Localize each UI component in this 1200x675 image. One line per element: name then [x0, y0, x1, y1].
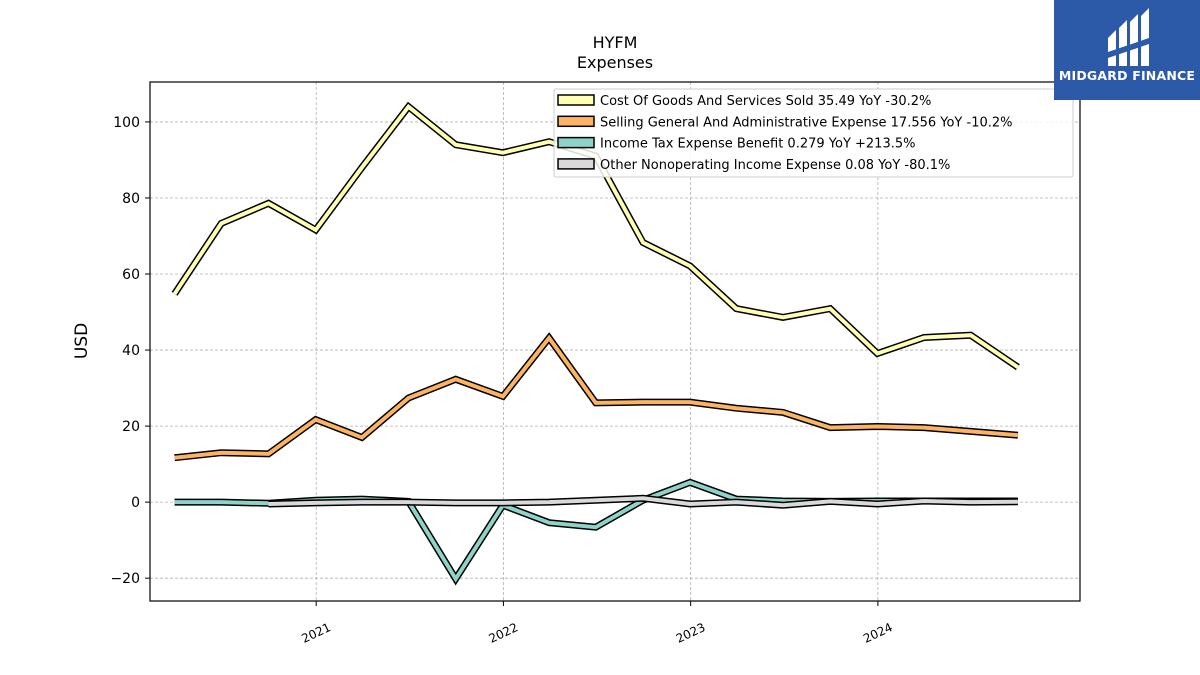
x-tick-label: 2021 — [299, 620, 333, 646]
plot-frame — [149, 81, 1081, 602]
y-tick-label: 0 — [131, 495, 140, 511]
x-tick-label: 2022 — [487, 620, 521, 646]
chart-subtitle: Expenses — [577, 53, 653, 72]
x-tick-label: 2024 — [861, 620, 895, 646]
legend-entry: Selling General And Administrative Expen… — [600, 115, 1013, 130]
y-tick-label: 40 — [122, 343, 140, 359]
legend-swatch — [557, 158, 595, 170]
brand-name: MIDGARD FINANCE — [1058, 68, 1196, 83]
legend-entry: Other Nonoperating Income Expense 0.08 Y… — [600, 158, 950, 173]
series-stroke — [268, 496, 1018, 508]
series-stroke — [174, 334, 1019, 460]
legend-box — [553, 88, 1074, 178]
legend-entry: Income Tax Expense Benefit 0.279 YoY +21… — [600, 137, 915, 152]
legend-swatch — [557, 136, 595, 149]
legend-entry: Cost Of Goods And Services Sold 35.49 Yo… — [600, 94, 931, 109]
y-tick-label: 80 — [122, 191, 140, 207]
y-tick-label: −20 — [110, 571, 140, 587]
series-outline — [174, 332, 1019, 462]
brand-logo: MIDGARD FINANCE — [1054, 0, 1200, 100]
legend-swatch — [557, 115, 595, 128]
series-3-line — [268, 494, 1018, 509]
y-tick-label: 100 — [113, 115, 140, 131]
series-1-line — [174, 332, 1019, 462]
legend-swatch — [557, 94, 595, 106]
y-axis-label: USD — [72, 323, 92, 359]
y-tick-label: 60 — [122, 267, 140, 283]
y-tick-label: 20 — [122, 419, 140, 435]
legend: Cost Of Goods And Services Sold 35.49 Yo… — [553, 88, 1074, 178]
chart-title: HYFM — [593, 33, 638, 52]
midgard-logo-icon — [1108, 8, 1149, 66]
x-tick-label: 2023 — [674, 620, 708, 646]
axes: −20 0 20 40 60 80 100 2021 2022 2023 2024 — [110, 115, 894, 646]
